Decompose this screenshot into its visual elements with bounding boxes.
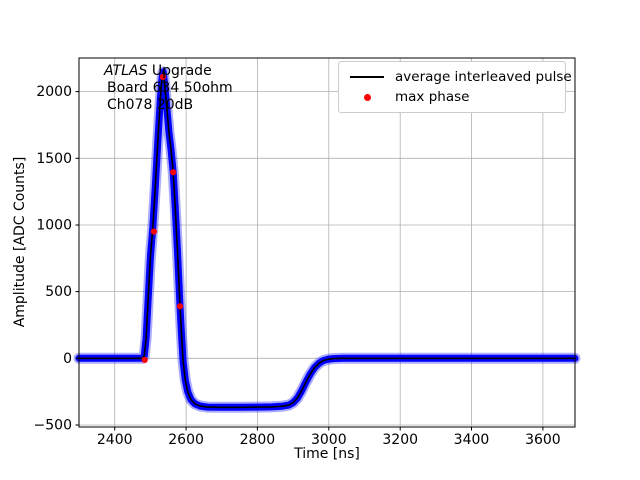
- x-tick-label: 3600: [525, 432, 561, 448]
- y-tick-label: 1000: [36, 218, 72, 234]
- annotation-line-2: Board 634 50ohm: [107, 80, 233, 96]
- annotation-experiment: ATLAS: [104, 63, 148, 79]
- x-tick-label: 2800: [240, 432, 276, 448]
- x-tick-label: 2600: [168, 432, 204, 448]
- y-tick-label: 500: [45, 284, 72, 300]
- legend-entry-average-pulse: average interleaved pulse: [347, 67, 572, 87]
- chart-annotation: ATLAS Upgrade Board 634 50ohm Ch078 20dB: [104, 63, 233, 114]
- y-tick-label: 2000: [36, 84, 72, 100]
- x-tick-label: 2400: [97, 432, 133, 448]
- annotation-upgrade: Upgrade: [147, 63, 212, 79]
- y-tick-label: 0: [63, 351, 72, 367]
- legend-dot-marker: [347, 93, 387, 101]
- interleaved-pulse-band: [75, 68, 579, 411]
- y-axis-label: Amplitude [ADC Counts]: [12, 156, 28, 328]
- max-phase-point: [150, 228, 157, 235]
- max-phase-point: [170, 169, 177, 176]
- max-phase-point: [141, 356, 148, 363]
- y-tick-label: −500: [34, 418, 72, 434]
- x-tick-label: 3400: [454, 432, 490, 448]
- legend-label: average interleaved pulse: [395, 69, 572, 85]
- max-phase-point: [159, 73, 166, 80]
- average-pulse-line: [78, 71, 576, 409]
- annotation-line-1: ATLAS Upgrade: [104, 63, 233, 80]
- legend-label: max phase: [395, 89, 470, 105]
- legend-entry-max-phase: max phase: [347, 87, 559, 107]
- max-phase-point: [176, 303, 184, 310]
- x-tick-label: 3200: [382, 432, 418, 448]
- axes-spines: [78, 57, 576, 428]
- x-axis-label: Time [ns]: [294, 446, 360, 462]
- y-tick-label: 1500: [36, 151, 72, 167]
- red-dot-sample: [363, 93, 371, 101]
- annotation-line-3: Ch078 20dB: [107, 97, 194, 113]
- black-line-sample: [350, 76, 384, 78]
- legend: average interleaved pulse max phase: [338, 61, 572, 113]
- legend-line-marker: [347, 76, 387, 78]
- x-tick-label: 3000: [311, 432, 347, 448]
